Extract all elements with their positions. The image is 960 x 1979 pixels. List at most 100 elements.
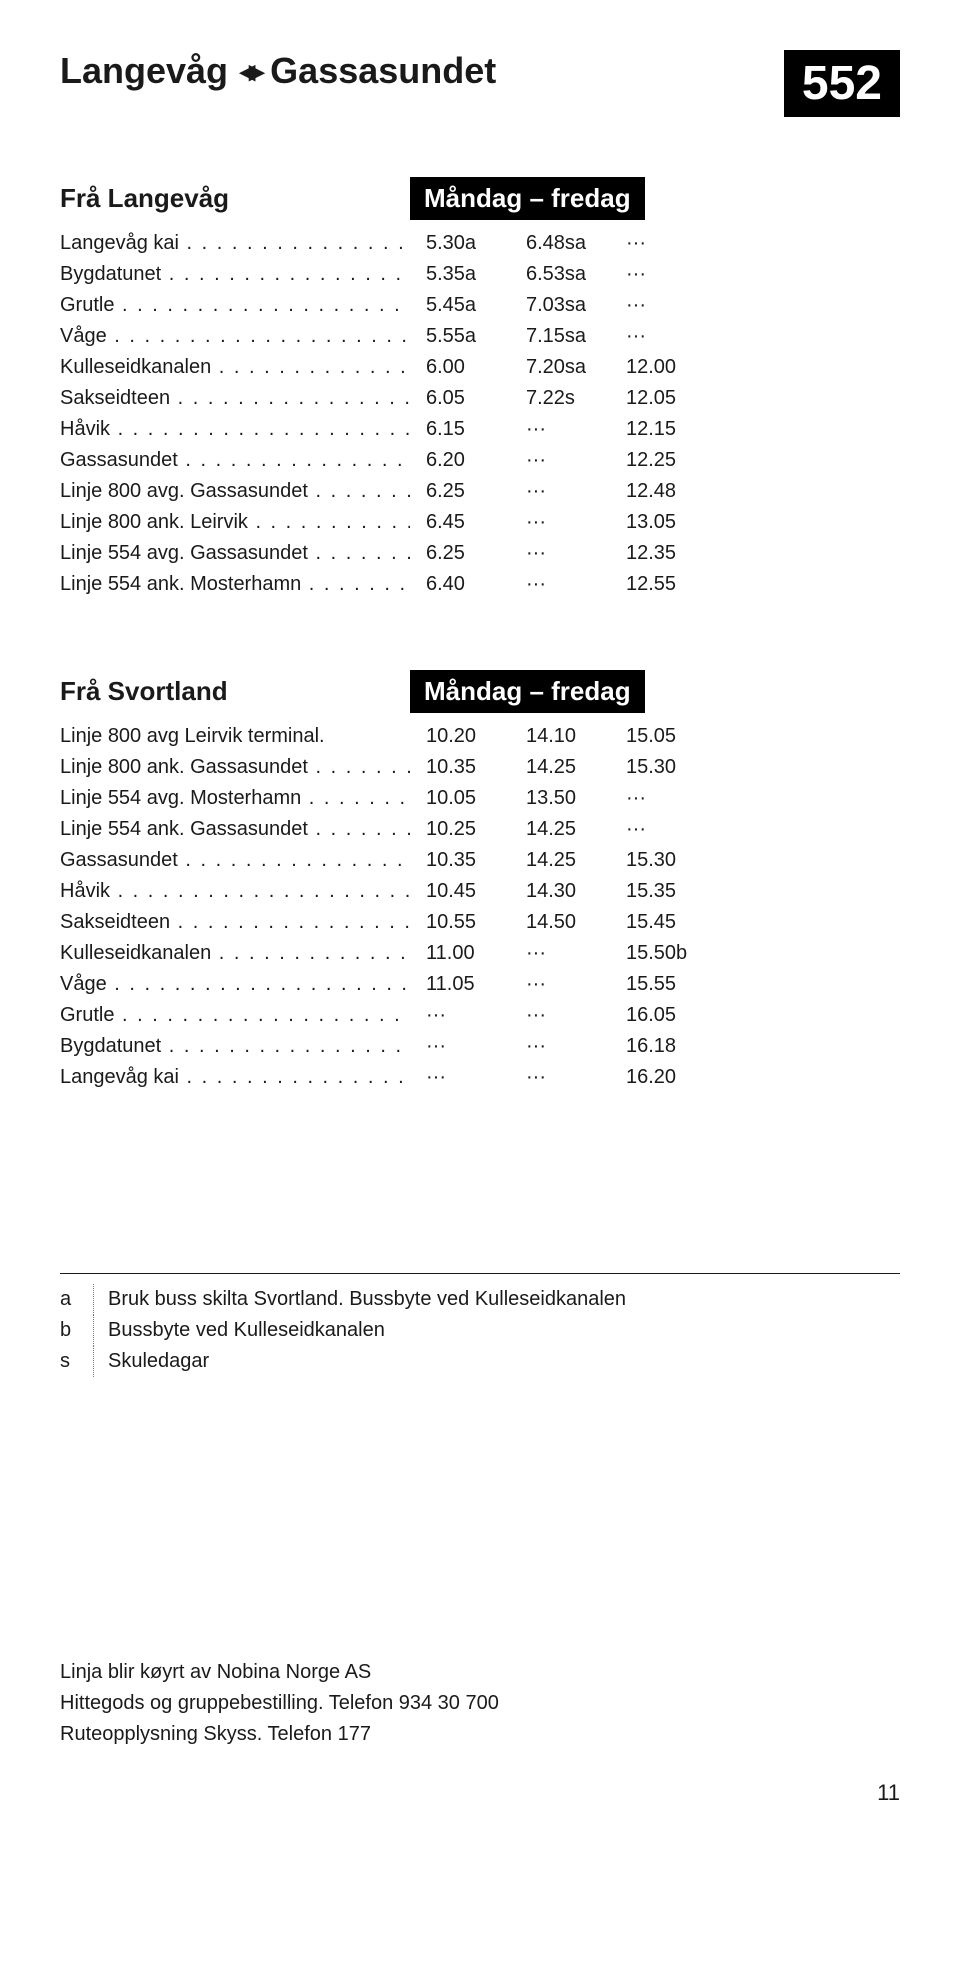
table-row: Langevåg kai······16.20 (60, 1062, 900, 1093)
time-value: ··· (510, 938, 610, 969)
time-value: 7.20sa (510, 352, 610, 383)
time-value: 7.03sa (510, 290, 610, 321)
table-row: Kulleseidkanalen11.00···15.50b (60, 938, 900, 969)
table-body: Linje 800 avg Leirvik terminal.10.2014.1… (60, 721, 900, 1093)
time-value: ··· (510, 476, 610, 507)
time-value: 12.25 (610, 445, 710, 476)
time-value: 6.25 (410, 476, 510, 507)
stop-name: Linje 554 ank. Mosterhamn (60, 569, 410, 600)
route-to: Gassasundet (270, 50, 496, 92)
divider (60, 1273, 900, 1274)
time-value: 10.05 (410, 783, 510, 814)
footnote-row: a Bruk buss skilta Svortland. Bussbyte ve… (60, 1284, 900, 1315)
time-value: 10.45 (410, 876, 510, 907)
time-value: ··· (510, 1000, 610, 1031)
time-value: ··· (510, 1062, 610, 1093)
table-row: Langevåg kai5.30a6.48sa··· (60, 228, 900, 259)
time-value: 14.25 (510, 752, 610, 783)
table-row: Bygdatunet······16.18 (60, 1031, 900, 1062)
table-header: Frå Svortland Måndag – fredag (60, 670, 900, 713)
stop-name: Bygdatunet (60, 259, 410, 290)
stop-name: Langevåg kai (60, 228, 410, 259)
time-value: 16.05 (610, 1000, 710, 1031)
table-row: Håvik10.4514.3015.35 (60, 876, 900, 907)
stop-name: Våge (60, 321, 410, 352)
page-header: Langevåg ◂▸ Gassasundet 552 (60, 50, 900, 117)
origin-heading: Frå Langevåg (60, 177, 410, 220)
time-value: 15.30 (610, 845, 710, 876)
time-value: 6.00 (410, 352, 510, 383)
time-value: ··· (510, 569, 610, 600)
time-value: ··· (510, 1031, 610, 1062)
time-value: 6.53sa (510, 259, 610, 290)
time-value: 12.05 (610, 383, 710, 414)
time-value: 10.55 (410, 907, 510, 938)
time-value: 16.20 (610, 1062, 710, 1093)
table-row: Sakseidteen10.5514.5015.45 (60, 907, 900, 938)
stop-name: Håvik (60, 876, 410, 907)
table-row: Linje 554 ank. Mosterhamn6.40···12.55 (60, 569, 900, 600)
footnotes: a Bruk buss skilta Svortland. Bussbyte ve… (60, 1273, 900, 1377)
time-value: ··· (410, 1062, 510, 1093)
time-value: 6.48sa (510, 228, 610, 259)
stop-name: Gassasundet (60, 845, 410, 876)
time-value: 12.35 (610, 538, 710, 569)
time-value: 13.50 (510, 783, 610, 814)
table-row: Håvik6.15···12.15 (60, 414, 900, 445)
table-row: Sakseidteen6.057.22s12.05 (60, 383, 900, 414)
footer-line: Hittegods og gruppebestilling. Telefon 9… (60, 1688, 900, 1719)
time-value: 12.15 (610, 414, 710, 445)
days-heading: Måndag – fredag (410, 670, 645, 713)
stop-name: Linje 800 ank. Leirvik (60, 507, 410, 538)
time-value: 14.25 (510, 845, 610, 876)
page-number: 11 (60, 1780, 900, 1806)
table-row: Våge11.05···15.55 (60, 969, 900, 1000)
stop-name: Langevåg kai (60, 1062, 410, 1093)
time-value: 10.35 (410, 845, 510, 876)
time-value: ··· (510, 414, 610, 445)
time-value: ··· (410, 1000, 510, 1031)
time-value: ··· (410, 1031, 510, 1062)
time-value: 6.15 (410, 414, 510, 445)
stop-name: Linje 554 ank. Gassasundet (60, 814, 410, 845)
time-value: 6.45 (410, 507, 510, 538)
footnote-key: s (60, 1346, 94, 1377)
table-row: Våge5.55a7.15sa··· (60, 321, 900, 352)
time-value: 5.35a (410, 259, 510, 290)
table-row: Linje 800 ank. Leirvik6.45···13.05 (60, 507, 900, 538)
time-value: 15.35 (610, 876, 710, 907)
time-value: 10.20 (410, 721, 510, 752)
time-value: 14.50 (510, 907, 610, 938)
footer-line: Ruteopplysning Skyss. Telefon 177 (60, 1719, 900, 1750)
time-value: 6.40 (410, 569, 510, 600)
stop-name: Kulleseidkanalen (60, 938, 410, 969)
footnote-key: a (60, 1284, 94, 1315)
time-value: ··· (610, 321, 710, 352)
footnote-key: b (60, 1315, 94, 1346)
time-value: ··· (510, 445, 610, 476)
stop-name: Linje 800 avg. Gassasundet (60, 476, 410, 507)
time-value: ··· (610, 290, 710, 321)
stop-name: Linje 800 ank. Gassasundet (60, 752, 410, 783)
stop-name: Våge (60, 969, 410, 1000)
time-value: 6.25 (410, 538, 510, 569)
table-row: Grutle5.45a7.03sa··· (60, 290, 900, 321)
time-value: ··· (610, 259, 710, 290)
time-value: 12.00 (610, 352, 710, 383)
footnote-text: Skuledagar (108, 1346, 209, 1377)
table-row: Linje 800 ank. Gassasundet10.3514.2515.3… (60, 752, 900, 783)
stop-name: Linje 800 avg Leirvik terminal. (60, 721, 410, 752)
footer-info: Linja blir køyrt av Nobina Norge AS Hitt… (60, 1657, 900, 1750)
footnote-text: Bruk buss skilta Svortland. Bussbyte ved… (108, 1284, 626, 1315)
table-row: Linje 554 avg. Mosterhamn10.0513.50··· (60, 783, 900, 814)
stop-name: Linje 554 avg. Gassasundet (60, 538, 410, 569)
time-value: 5.55a (410, 321, 510, 352)
stop-name: Sakseidteen (60, 383, 410, 414)
time-value: 11.00 (410, 938, 510, 969)
origin-heading: Frå Svortland (60, 670, 410, 713)
table-body: Langevåg kai5.30a6.48sa···Bygdatunet5.35… (60, 228, 900, 600)
time-value: 15.45 (610, 907, 710, 938)
timetable-from-langevag: Frå Langevåg Måndag – fredag Langevåg ka… (60, 177, 900, 600)
time-value: ··· (510, 538, 610, 569)
time-value: ··· (610, 814, 710, 845)
